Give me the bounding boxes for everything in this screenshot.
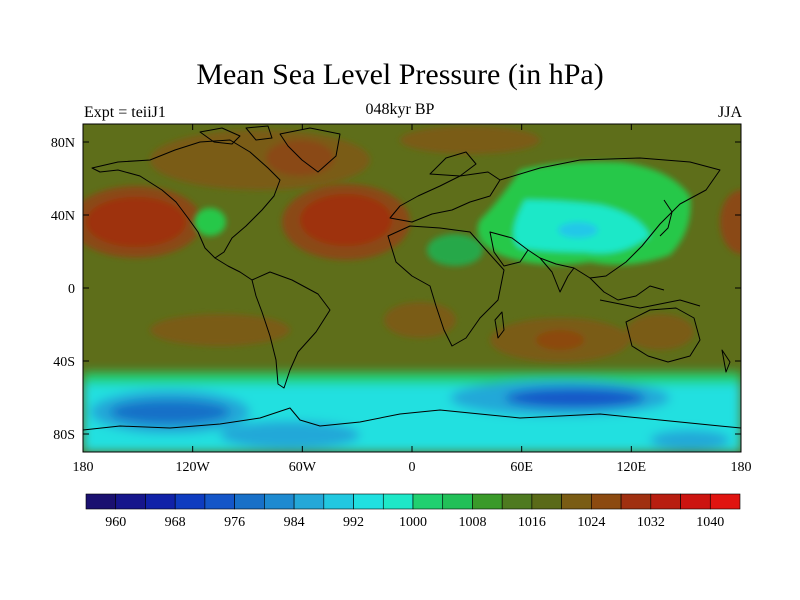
lon-tick-label: 180 xyxy=(731,460,752,475)
north-america-coast xyxy=(91,139,281,259)
africa-coast xyxy=(387,225,505,347)
colorbar-label: 1000 xyxy=(399,515,427,530)
colorbar-swatch xyxy=(650,493,681,510)
southern-ocean-lows xyxy=(83,372,741,452)
colorbar-swatch xyxy=(591,493,622,510)
lon-tick-label: 120E xyxy=(617,460,647,475)
subtropical-highs xyxy=(83,126,741,362)
continental-lows xyxy=(194,161,691,266)
colorbar-swatch xyxy=(531,493,562,510)
colorbar-swatch xyxy=(264,493,295,510)
coastlines xyxy=(83,125,741,431)
canada-islands xyxy=(199,125,273,145)
southeast-asia-coast xyxy=(589,277,665,301)
map-subtitle: 048kyr BP xyxy=(365,101,435,118)
pacific-high-core xyxy=(86,197,186,247)
pressure-field xyxy=(83,124,741,452)
colorbar-label: 1040 xyxy=(696,515,724,530)
colorbar-swatch xyxy=(85,493,117,510)
colorbar-swatch xyxy=(293,493,325,510)
greenland-coast xyxy=(279,127,341,173)
asia-coast xyxy=(499,157,721,279)
colorbar-swatch xyxy=(442,493,473,510)
colorbar-swatch xyxy=(561,493,592,510)
colorbar-label: 976 xyxy=(224,515,245,530)
colorbar-swatch xyxy=(174,493,206,510)
lat-tick-label: 80N xyxy=(51,136,75,151)
asian-low-core xyxy=(558,222,598,238)
colorbar-swatch xyxy=(412,493,444,510)
north-ridge-east xyxy=(400,126,540,154)
colorbar-label: 968 xyxy=(165,515,186,530)
south-america-coast xyxy=(251,271,331,389)
india-coast xyxy=(539,257,575,293)
japan-coast xyxy=(659,199,673,237)
antarctica-coast xyxy=(83,407,741,431)
colorbar-swatch xyxy=(501,493,533,510)
colorbar-swatch xyxy=(680,493,711,510)
low-antarctic-east xyxy=(650,430,730,450)
colorbar-label: 1008 xyxy=(458,515,486,530)
colorbar-swatch xyxy=(323,493,354,510)
azores-high-core xyxy=(300,194,392,246)
colorbar-label: 1016 xyxy=(518,515,546,530)
indonesia-coast xyxy=(599,299,701,309)
colorbar-swatch xyxy=(620,493,652,510)
low-indian-core xyxy=(505,388,645,408)
colorbar-label: 960 xyxy=(105,515,126,530)
south-pacific-high xyxy=(150,314,290,346)
colorbar-swatch xyxy=(115,493,146,510)
low-antarctic xyxy=(220,421,360,449)
lon-tick-label: 60E xyxy=(510,460,533,475)
experiment-label: Expt = teiiJ1 xyxy=(84,104,166,121)
lon-tick-label: 180 xyxy=(73,460,94,475)
colorbar-swatch xyxy=(145,493,176,510)
australia-high xyxy=(626,314,694,350)
longitude-ticks: 180 120W 60W 0 60E 120E 180 xyxy=(73,124,752,475)
north-africa-low xyxy=(427,234,483,266)
colorbar-swatch xyxy=(472,493,503,510)
lon-tick-label: 120W xyxy=(176,460,211,475)
low-pacific-core xyxy=(110,400,230,424)
colorbar-label: 1032 xyxy=(637,515,665,530)
arabia-coast xyxy=(489,231,529,267)
colorbar-label: 992 xyxy=(343,515,364,530)
map-title: Mean Sea Level Pressure (in hPa) xyxy=(196,58,604,91)
season-label: JJA xyxy=(717,104,742,121)
pacific-high-east xyxy=(720,190,741,254)
lat-tick-label: 0 xyxy=(68,282,75,297)
lon-tick-label: 60W xyxy=(289,460,317,475)
colorbar-swatch xyxy=(234,493,265,510)
lat-tick-label: 40S xyxy=(53,355,75,370)
scandinavia-coast xyxy=(429,151,477,177)
colorbar-label: 1024 xyxy=(577,515,605,530)
colorbar-swatch xyxy=(709,493,741,510)
central-america-coast xyxy=(214,257,253,281)
lon-tick-label: 0 xyxy=(409,460,416,475)
australia-coast xyxy=(625,307,701,363)
new-zealand-coast xyxy=(721,349,731,373)
colorbar-swatch xyxy=(204,493,235,510)
latitude-ticks: 80N 40N 0 40S 80S xyxy=(51,136,741,443)
madagascar-coast xyxy=(494,311,505,339)
colorbar: 960 968 976 984 992 1000 1008 1016 1024 1032 1040 xyxy=(85,493,741,530)
colorbar-swatch xyxy=(353,493,384,510)
lat-tick-label: 80S xyxy=(53,428,75,443)
colorbar-swatch xyxy=(382,493,414,510)
colorbar-label: 984 xyxy=(284,515,305,530)
lat-tick-label: 40N xyxy=(51,209,75,224)
mexico-low xyxy=(194,208,226,236)
indian-ocean-high-core xyxy=(536,330,584,350)
